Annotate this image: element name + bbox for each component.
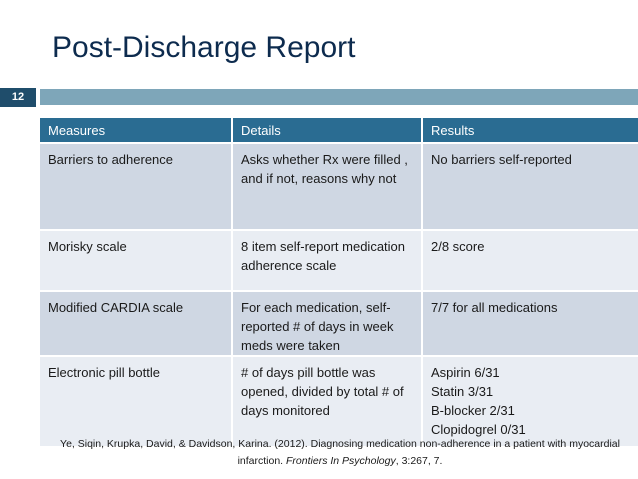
- result-line: 2/8 score: [431, 239, 485, 254]
- citation-volume: , 3:267, 7.: [395, 455, 443, 467]
- citation-authors: Ye, Siqin, Krupka, David, & Davidson, Ka…: [60, 438, 620, 467]
- slide-title: Post-Discharge Report: [52, 31, 356, 64]
- results-cell: Aspirin 6/31 Statin 3/31 B-blocker 2/31 …: [422, 355, 638, 446]
- slide-number-badge: 12: [0, 88, 36, 107]
- title-rule-bar: [40, 89, 638, 105]
- details-cell: For each medication, self-reported # of …: [232, 290, 423, 356]
- header-details: Details: [232, 118, 423, 143]
- result-line: Clopidogrel 0/31: [431, 422, 526, 437]
- details-cell: Asks whether Rx were filled , and if not…: [232, 142, 423, 230]
- result-line: No barriers self-reported: [431, 152, 572, 167]
- table-row: Morisky scale 8 item self-report medicat…: [40, 229, 638, 291]
- result-line: Aspirin 6/31: [431, 365, 500, 380]
- measure-cell: Modified CARDIA scale: [40, 290, 233, 356]
- details-cell: # of days pill bottle was opened, divide…: [232, 355, 423, 446]
- details-cell: 8 item self-report medication adherence …: [232, 229, 423, 291]
- results-cell: 7/7 for all medications: [422, 290, 638, 356]
- citation-text: Ye, Siqin, Krupka, David, & Davidson, Ka…: [40, 436, 638, 470]
- result-line: Statin 3/31: [431, 384, 494, 399]
- table-row: Electronic pill bottle # of days pill bo…: [40, 355, 638, 446]
- measure-cell: Barriers to adherence: [40, 142, 233, 230]
- result-line: 7/7 for all medications: [431, 300, 558, 315]
- table-row: Barriers to adherence Asks whether Rx we…: [40, 142, 638, 230]
- results-cell: No barriers self-reported: [422, 142, 638, 230]
- citation-journal: Frontiers In Psychology: [286, 455, 396, 467]
- post-discharge-table: Measures Details Results Barriers to adh…: [40, 118, 638, 446]
- measure-cell: Morisky scale: [40, 229, 233, 291]
- results-cell: 2/8 score: [422, 229, 638, 291]
- header-results: Results: [422, 118, 638, 143]
- table-row: Modified CARDIA scale For each medicatio…: [40, 290, 638, 356]
- table-header-row: Measures Details Results: [40, 118, 638, 143]
- result-line: B-blocker 2/31: [431, 403, 515, 418]
- measure-cell: Electronic pill bottle: [40, 355, 233, 446]
- header-measures: Measures: [40, 118, 233, 143]
